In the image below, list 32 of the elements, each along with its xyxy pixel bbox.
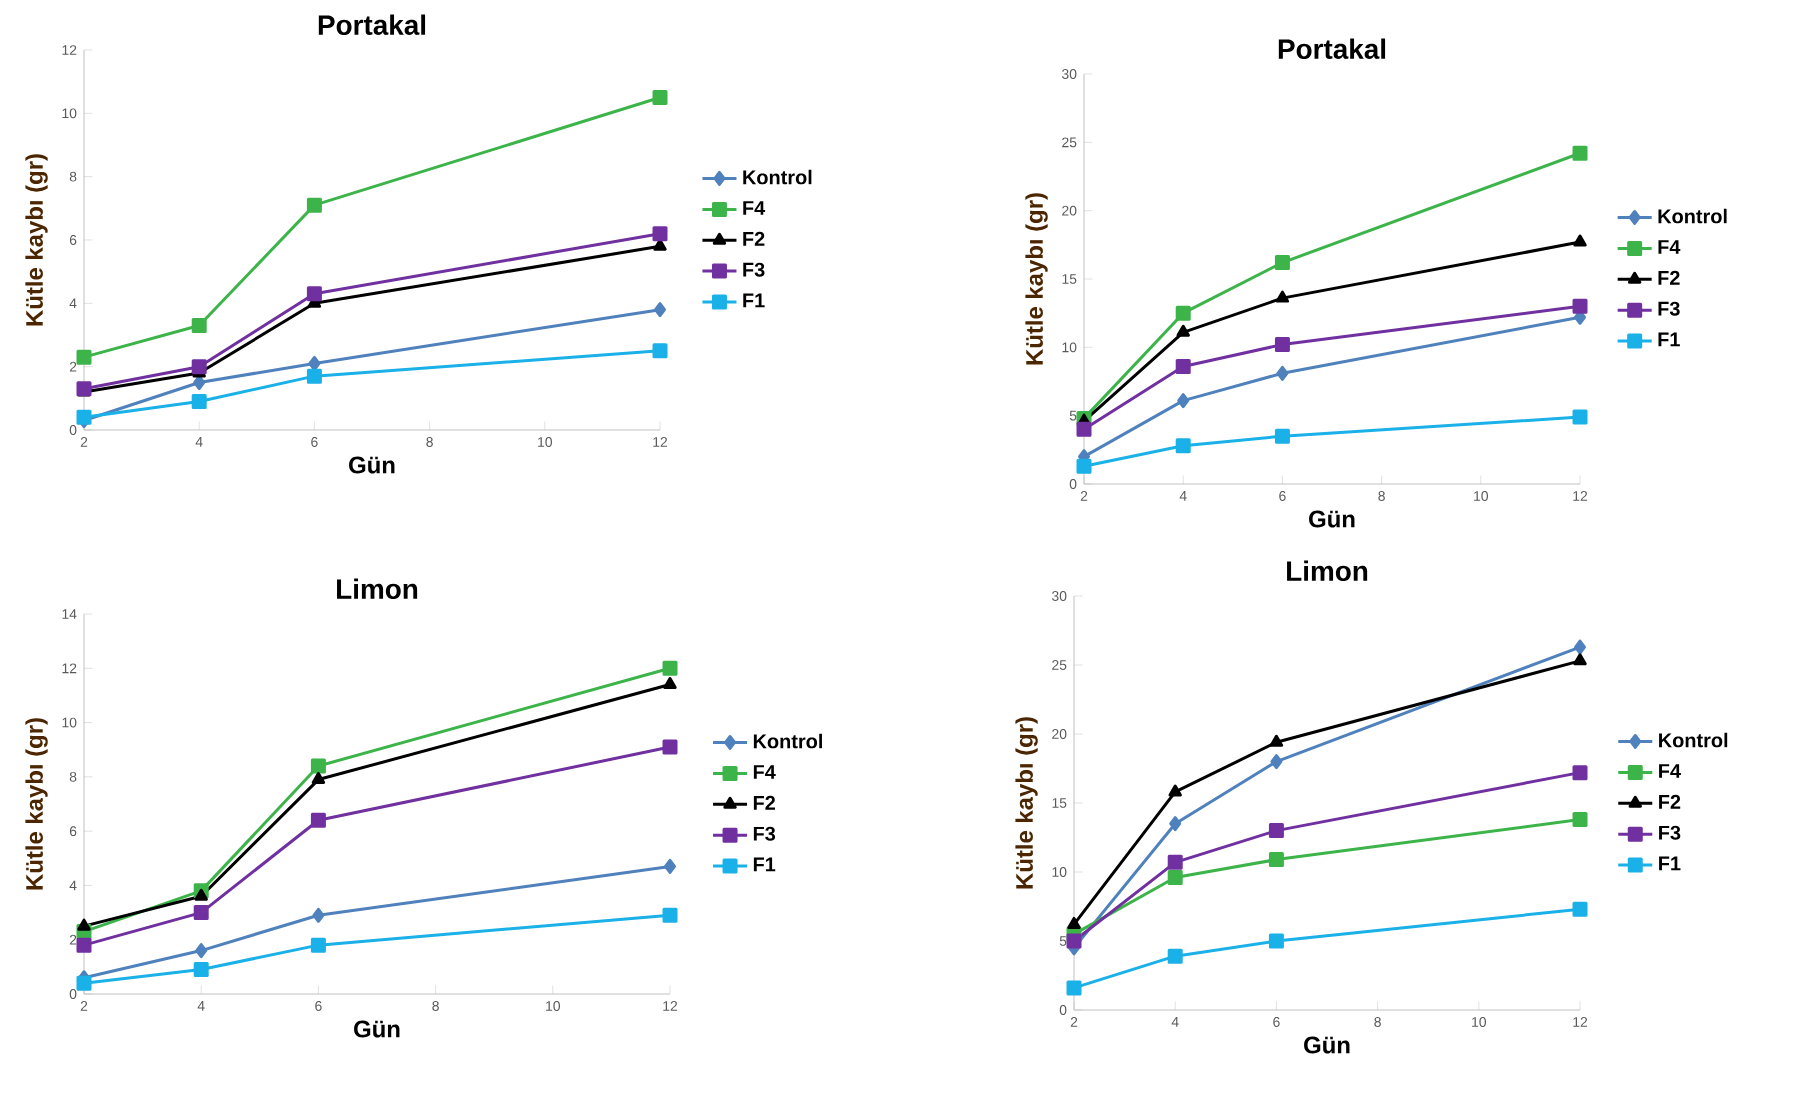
legend-label: F2 — [1658, 270, 1680, 285]
x-axis-title: Gün — [1304, 1036, 1350, 1054]
legend-label: F1 — [753, 857, 776, 872]
legend-label: F1 — [743, 293, 765, 308]
legend-label: F2 — [743, 231, 765, 246]
legend-label: F2 — [1659, 794, 1681, 809]
legend-label: F1 — [1659, 856, 1681, 871]
legend-label: Kontrol — [1659, 732, 1728, 748]
legend-label: Kontrol — [1658, 208, 1727, 224]
legend-label: Kontrol — [743, 169, 812, 185]
legend-label: F2 — [753, 795, 775, 810]
legend-label: F4 — [1659, 764, 1681, 778]
x-axis-title: Gün — [349, 456, 395, 474]
legend-label: F4 — [743, 201, 766, 215]
legend-label: F3 — [743, 262, 765, 277]
y-axis-title: Kütle kaybı (gr) — [25, 154, 48, 326]
y-axis-title: Kütle kaybı (gr) — [1015, 717, 1038, 889]
legend-label: Kontrol — [753, 733, 822, 749]
chart-title: Limon — [337, 578, 418, 600]
legend-label: F3 — [1658, 301, 1680, 316]
chart-title: Portakal — [1278, 38, 1386, 60]
chart-title: Limon — [1287, 560, 1368, 582]
x-axis-title: Gün — [354, 1020, 400, 1038]
y-axis-title: Kütle kaybı (gr) — [1025, 193, 1048, 365]
legend-label: F3 — [1659, 825, 1681, 840]
legend-label: F4 — [1658, 240, 1681, 254]
y-axis-title: Kütle kaybı (gr) — [25, 718, 48, 890]
legend-label: F1 — [1658, 332, 1680, 347]
legend-label: F4 — [753, 765, 776, 779]
x-axis-title: Gün — [1309, 510, 1355, 528]
chart-title: Portakal — [318, 14, 426, 35]
legend-label: F3 — [753, 826, 776, 841]
